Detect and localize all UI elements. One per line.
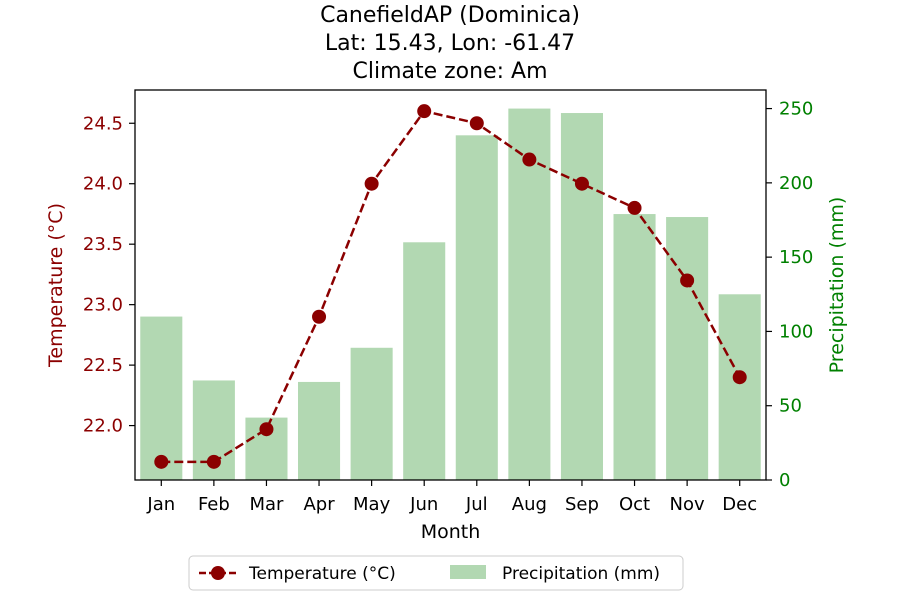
precip-bar-nov — [666, 217, 709, 480]
right-y-tick-label: 250 — [779, 99, 813, 120]
x-tick-label-sep: Sep — [565, 494, 599, 515]
left-y-tick-label: 24.0 — [83, 174, 123, 195]
x-tick-label-may: May — [353, 494, 391, 515]
x-axis-label: Month — [421, 521, 481, 543]
right-y-tick-label: 200 — [779, 173, 813, 194]
precip-bar-jan — [140, 316, 183, 480]
left-y-axis: 22.0 22.5 23.0 23.5 24.0 24.5 Temperature (°C) — [45, 113, 135, 437]
precip-bar-aug — [508, 108, 551, 481]
precip-bar-jun — [403, 242, 446, 480]
legend-temperature-marker-icon — [211, 566, 225, 580]
plot-border — [134, 89, 767, 481]
left-y-tick-label: 23.0 — [83, 295, 123, 316]
left-y-tick-label: 22.0 — [83, 416, 123, 437]
precip-bar-oct — [613, 214, 656, 481]
temp-marker-feb — [206, 454, 221, 469]
temp-marker-mar — [259, 422, 274, 437]
x-tick-label-aug: Aug — [512, 494, 547, 515]
temp-marker-dec — [732, 370, 747, 385]
temp-marker-sep — [574, 176, 589, 191]
right-y-axis-label: Precipitation (mm) — [826, 197, 848, 374]
legend-precipitation-label: Precipitation (mm) — [502, 564, 660, 584]
left-y-axis-label: Temperature (°C) — [45, 203, 67, 368]
x-tick-label-jun: Jun — [409, 494, 438, 515]
chart-title: CanefieldAP (Dominica) Lat: 15.43, Lon: -… — [320, 3, 580, 84]
x-tick-label-mar: Mar — [249, 494, 284, 515]
legend-precipitation-swatch — [450, 565, 486, 579]
legend-box — [188, 555, 684, 591]
temperature-series-line — [161, 109, 741, 464]
x-tick-label-apr: Apr — [303, 494, 335, 515]
title-line-3: Climate zone: Am — [352, 59, 547, 84]
x-tick-label-jan: Jan — [146, 494, 175, 515]
temp-marker-oct — [627, 200, 642, 215]
x-tick-label-jul: Jul — [465, 494, 488, 515]
temp-marker-nov — [680, 273, 695, 288]
precip-bar-apr — [298, 381, 341, 480]
left-y-tick-label: 23.5 — [83, 234, 123, 255]
legend: Temperature (°C) Precipitation (mm) — [188, 555, 684, 591]
right-y-axis: 0 50 100 150 200 250 Precipitation (mm) — [766, 99, 848, 491]
x-tick-label-oct: Oct — [619, 494, 650, 515]
precip-bar-dec — [718, 294, 761, 480]
x-tick-label-nov: Nov — [670, 494, 705, 515]
precipitation-bars — [140, 108, 761, 481]
x-axis: Jan Feb Mar Apr May Jun Jul Aug Sep Oct Nov Dec Mont… — [146, 480, 757, 543]
temp-marker-apr — [312, 309, 327, 324]
right-y-tick-label: 100 — [779, 321, 813, 342]
temperature-line — [161, 109, 741, 464]
right-y-tick-label: 150 — [779, 247, 813, 268]
title-line-1: CanefieldAP (Dominica) — [320, 3, 580, 28]
plot-frame — [134, 89, 767, 481]
temp-marker-may — [364, 176, 379, 191]
left-y-tick-label: 24.5 — [83, 113, 123, 134]
temp-marker-jul — [469, 116, 484, 131]
legend-temperature-label: Temperature (°C) — [248, 564, 396, 584]
x-tick-label-feb: Feb — [198, 494, 230, 515]
precip-bar-may — [350, 347, 393, 480]
left-y-tick-label: 22.5 — [83, 355, 123, 376]
title-line-2: Lat: 15.43, Lon: -61.47 — [325, 31, 575, 56]
temp-marker-jun — [417, 104, 432, 119]
temperature-markers — [154, 104, 747, 469]
right-y-tick-label: 0 — [779, 470, 790, 491]
x-tick-label-dec: Dec — [722, 494, 757, 515]
right-y-tick-label: 50 — [779, 396, 802, 417]
temp-marker-jan — [154, 454, 169, 469]
precip-bar-sep — [560, 113, 603, 481]
temp-marker-aug — [522, 152, 537, 167]
precip-bar-jul — [455, 135, 498, 481]
